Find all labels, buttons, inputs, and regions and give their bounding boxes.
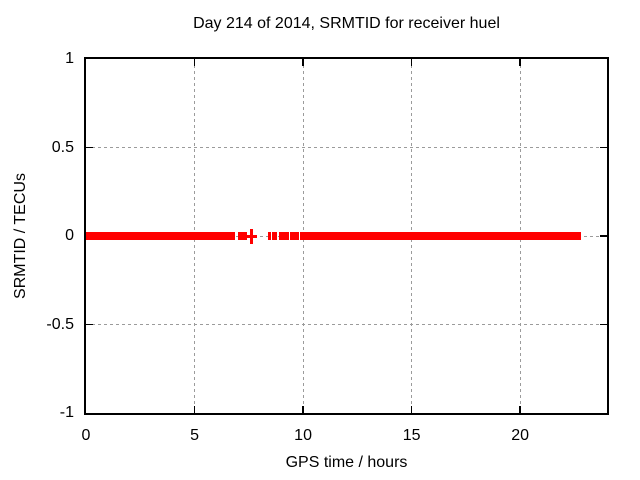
x-tick-bottom (302, 406, 304, 413)
data-segment (267, 232, 271, 240)
y-tick-right (600, 323, 607, 326)
x-tick-bottom (519, 406, 521, 413)
y-tick-label: 0.5 (51, 138, 74, 156)
data-segment (86, 232, 235, 240)
y-tick-label: -0.5 (46, 315, 74, 333)
data-segment (290, 232, 300, 240)
y-gridline (86, 324, 607, 325)
x-tick-label: 20 (511, 427, 530, 444)
x-tick-label: 15 (402, 427, 421, 444)
x-tick-top (302, 59, 304, 66)
y-tick-left (86, 146, 93, 149)
y-tick-label: -1 (59, 404, 74, 421)
data-segment (237, 232, 247, 240)
plot-area (84, 57, 609, 415)
x-tick-label: 10 (294, 427, 312, 444)
data-segment (300, 232, 582, 240)
x-tick-bottom (193, 406, 196, 413)
chart-title: Day 214 of 2014, SRMTID for receiver hue… (193, 15, 500, 32)
x-tick-label: 0 (81, 427, 91, 444)
data-segment (272, 232, 278, 240)
x-tick-label: 5 (190, 427, 199, 444)
x-tick-bottom (410, 406, 413, 413)
y-tick-label: 1 (65, 50, 74, 67)
y-tick-label: 0 (65, 227, 74, 244)
y-gridline (86, 147, 607, 148)
x-tick-top (410, 59, 413, 66)
data-segment (279, 232, 289, 240)
y-tick-left (86, 323, 93, 326)
x-axis-label: GPS time / hours (285, 454, 408, 471)
x-tick-top (193, 59, 196, 66)
y-tick-right (600, 235, 607, 237)
x-tick-top (519, 59, 521, 66)
data-point-plus-marker (246, 234, 258, 238)
y-tick-right (600, 146, 607, 149)
